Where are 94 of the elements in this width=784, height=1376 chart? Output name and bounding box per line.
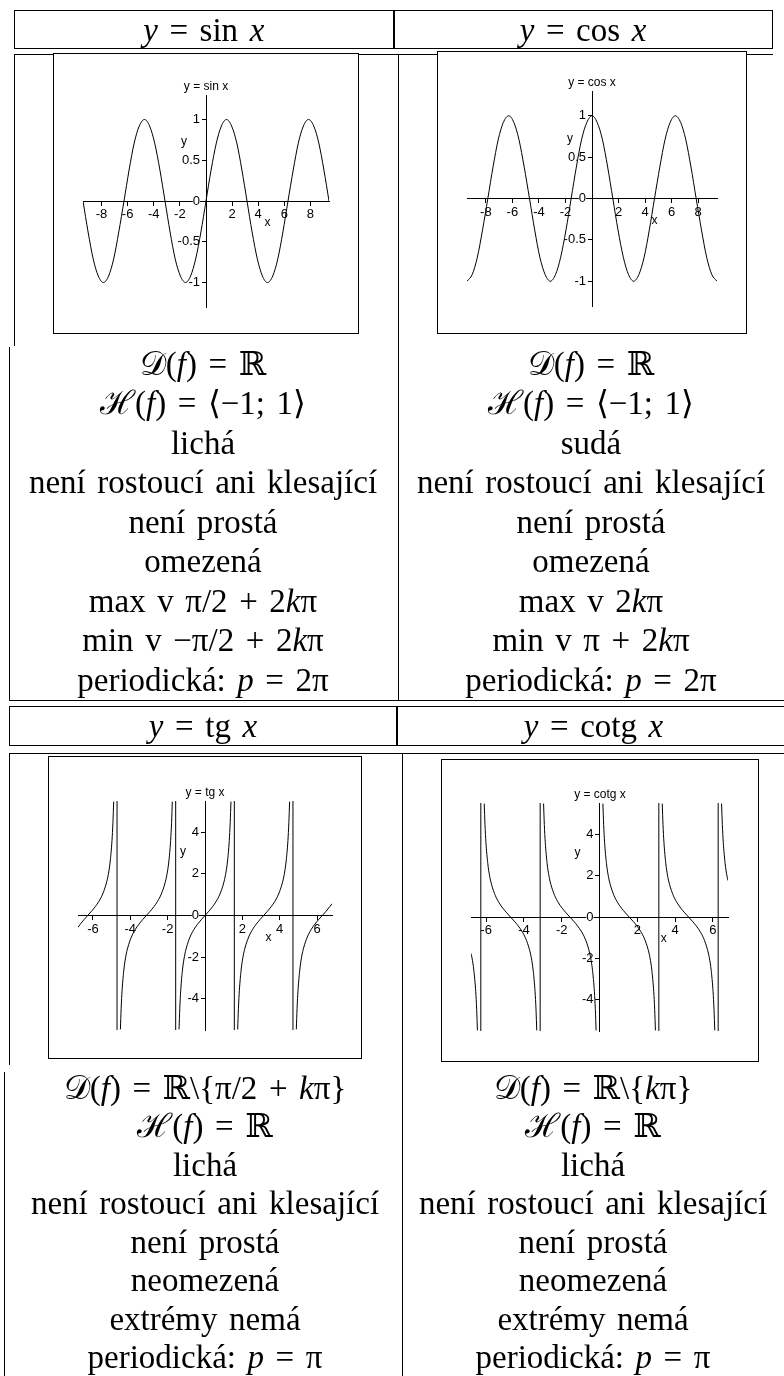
x-tick-label: -6 xyxy=(121,206,134,222)
text: není prostá xyxy=(516,503,666,540)
y-tick-label: -0.5 xyxy=(177,233,200,249)
x-tick-label: 2 xyxy=(633,921,641,937)
text: periodická: p = 2π xyxy=(77,661,329,698)
text: periodická: p = π xyxy=(475,1339,711,1376)
x-axis-title: x xyxy=(660,930,667,945)
chart-title: y = tg x xyxy=(148,708,258,744)
x-tick-label: 6 xyxy=(668,203,676,219)
x-tick-label: 6 xyxy=(313,920,321,936)
x-tick-label: 6 xyxy=(709,921,717,937)
text: ℋ(f) = ⟨−1; 1⟩ xyxy=(488,385,694,422)
y-tick-label: 0 xyxy=(191,907,199,923)
text: lichá xyxy=(560,1146,626,1183)
text: není rostoucí ani klesající xyxy=(418,1185,768,1222)
chart-title: y = cotg x xyxy=(523,708,664,744)
y-axis-title: y xyxy=(574,844,581,859)
chart-subtitle: y = tg x xyxy=(185,785,225,800)
text: ℋ(f) = ℝ xyxy=(525,1108,661,1145)
y-tick-label: -4 xyxy=(581,990,594,1006)
x-tick-label: -8 xyxy=(95,206,108,222)
text: není prostá xyxy=(128,503,278,540)
text: omezená xyxy=(532,543,650,580)
x-tick-label: -4 xyxy=(533,203,545,219)
chart-subtitle: y = sin x xyxy=(183,79,229,94)
y-tick-label: 0 xyxy=(586,908,594,924)
chart-subtitle: y = cos x xyxy=(568,75,616,90)
y-axis-title: y xyxy=(180,843,186,858)
x-tick-label: 6 xyxy=(280,206,288,222)
text: 𝒟(f) = ℝ xyxy=(139,345,267,382)
text: neomezená xyxy=(130,1262,280,1299)
x-tick-label: 4 xyxy=(276,920,284,936)
x-tick-label: -6 xyxy=(87,920,99,936)
text: neomezená xyxy=(518,1262,668,1299)
y-axis-title: y xyxy=(567,130,573,145)
y-tick-label: -1 xyxy=(188,274,200,290)
text: extrémy nemá xyxy=(109,1300,301,1337)
text: sudá xyxy=(560,424,622,461)
text: periodická: p = π xyxy=(87,1339,323,1376)
x-tick-label: 2 xyxy=(614,203,623,219)
y-tick-label: 0 xyxy=(578,190,586,206)
y-tick-label: 1 xyxy=(578,107,586,123)
x-tick-label: -2 xyxy=(161,920,174,936)
x-tick-label: 2 xyxy=(228,206,236,222)
x-tick-label: 4 xyxy=(671,921,679,937)
y-tick-label: 4 xyxy=(191,823,199,839)
y-tick-label: 0.5 xyxy=(567,148,586,164)
x-axis-title: x xyxy=(265,929,272,944)
text: není rostoucí ani klesající xyxy=(28,464,378,501)
y-tick-label: -2 xyxy=(187,948,199,964)
text: periodická: p = 2π xyxy=(465,661,717,698)
y-tick-label: -1 xyxy=(574,272,586,288)
y-tick-label: 1 xyxy=(192,111,200,127)
x-axis-title: x xyxy=(651,212,658,227)
x-tick-label: -2 xyxy=(555,921,568,937)
y-tick-label: -2 xyxy=(581,949,594,965)
y-tick-label: 2 xyxy=(191,865,199,881)
chart-subtitle: y = cotg x xyxy=(574,786,626,801)
text: min v −π/2 + 2kπ xyxy=(82,622,324,659)
y-tick-label: 4 xyxy=(586,825,594,841)
text: lichá xyxy=(170,424,236,461)
text: 𝒟(f) = ℝ xyxy=(527,345,655,382)
text: ℋ(f) = ⟨−1; 1⟩ xyxy=(100,385,306,422)
text: extrémy nemá xyxy=(497,1300,689,1337)
text: není prostá xyxy=(518,1223,668,1260)
x-tick-label: -4 xyxy=(147,206,160,222)
x-tick-label: 8 xyxy=(306,206,315,222)
text: není prostá xyxy=(130,1223,280,1260)
x-axis-title: x xyxy=(264,215,271,230)
text: 𝒟(f) = ℝ\{kπ} xyxy=(493,1069,693,1106)
x-tick-label: -4 xyxy=(518,921,530,937)
text: 𝒟(f) = ℝ\{π/2 + kπ} xyxy=(63,1069,347,1106)
x-tick-label: 2 xyxy=(238,920,246,936)
y-tick-label: 2 xyxy=(586,866,594,882)
y-tick-label: -4 xyxy=(187,990,199,1006)
x-tick-label: 4 xyxy=(254,206,262,222)
text: ℋ(f) = ℝ xyxy=(137,1108,273,1145)
x-tick-label: -4 xyxy=(124,920,137,936)
x-tick-label: -6 xyxy=(506,203,519,219)
x-tick-label: 4 xyxy=(641,203,649,219)
text: není rostoucí ani klesající xyxy=(30,1185,380,1222)
text: není rostoucí ani klesající xyxy=(416,464,766,501)
x-tick-label: -8 xyxy=(480,203,492,219)
text: omezená xyxy=(144,543,262,580)
text: max v π/2 + 2kπ xyxy=(88,582,318,619)
y-tick-label: -0.5 xyxy=(563,231,586,247)
y-tick-label: 0 xyxy=(192,192,200,208)
x-tick-label: 8 xyxy=(694,203,702,219)
y-axis-title: y xyxy=(181,133,187,148)
text: min v π + 2kπ xyxy=(492,622,690,659)
chart-title: y = cos x xyxy=(519,11,647,48)
y-tick-label: 0.5 xyxy=(181,151,200,167)
text: max v 2kπ xyxy=(518,582,664,619)
text: lichá xyxy=(172,1146,238,1183)
